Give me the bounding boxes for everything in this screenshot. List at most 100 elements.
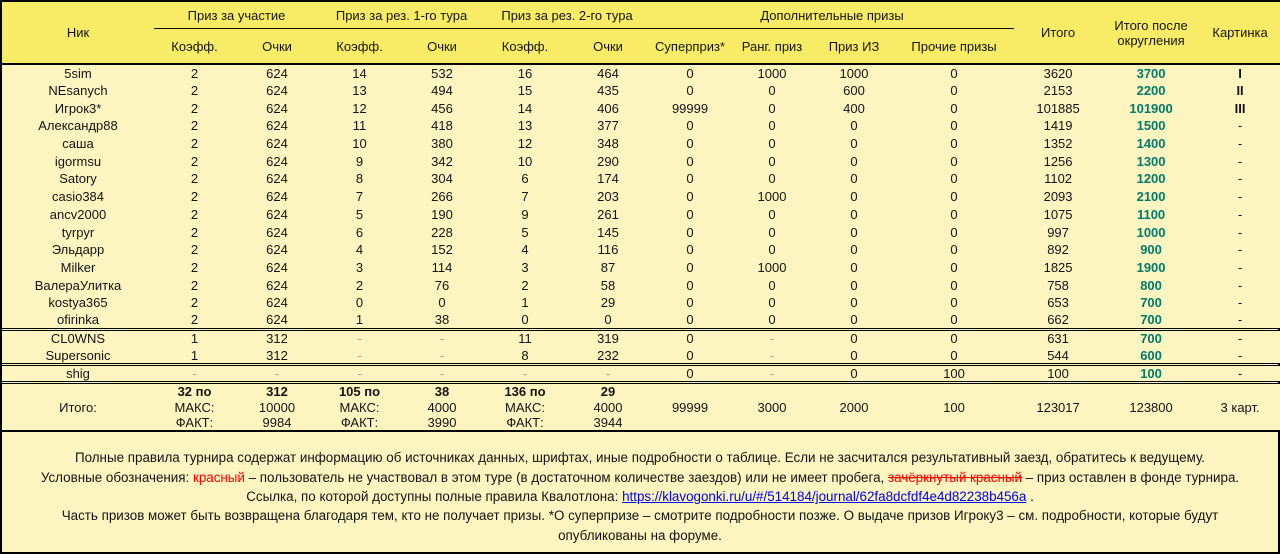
cell-rounded: 2200 [1102,81,1201,100]
cell-rounded: 1200 [1102,170,1201,188]
cell-total: 1075 [1014,205,1103,224]
cell-coef-participation: 2 [154,276,235,294]
cell-rounded: 101900 [1102,99,1201,118]
table-row: Milker 2 624 3 114 3 87 0 1000 0 0 1825 1900- [2,258,1280,277]
cell-pts-tour2: 261 [566,205,651,224]
cell-rank-prize: 0 [730,293,815,312]
cell-rank-prize: 0 [730,223,815,241]
group-header-tour2: Приз за рез. 2-го тура [484,2,651,29]
results-table-body: 5sim 2 624 14 532 16 464 0 1000 1000 0 3620 3700 I NEs… [2,64,1280,383]
cell-pts-tour1: 0 [400,293,485,312]
cell-pts-participation: 624 [235,99,320,118]
cell-other-prizes: 0 [894,223,1015,241]
cell-total: 1419 [1014,117,1103,135]
cell-total: 631 [1014,327,1103,347]
totals-rounded: 123800 [1102,381,1201,433]
player-nick: Satory [2,170,154,188]
rules-link[interactable]: https://klavogonki.ru/u/#/514184/journal… [622,489,1027,504]
cell-coef-participation: 2 [154,99,235,118]
cell-other-prizes: 0 [894,170,1015,188]
cell-total: 662 [1014,311,1103,330]
cell-superprize: 0 [650,347,731,365]
table-row: CL0WNS 1 312- -11 319 0-0 0 631 700- [2,327,1280,347]
player-nick: 5sim [2,64,154,82]
cell-rounded: 900 [1102,240,1201,259]
cell-coef-tour2: 11 [484,327,567,347]
cell-total: 2093 [1014,187,1103,206]
cell-coef-tour1: - [319,347,401,365]
totals-coef-participation: 32 по МАКС: ФАКТ: [154,381,235,433]
cell-superprize: 0 [650,363,731,383]
cell-rank-prize: 0 [730,205,815,224]
cell-superprize: 0 [650,187,731,206]
cell-rounded: 700 [1102,311,1201,330]
cell-coef-tour1: 14 [319,64,401,82]
player-nick: casio384 [2,187,154,206]
cell-pts-participation: 312 [235,347,320,365]
cell-rank-prize: - [730,347,815,365]
cell-coef-tour1: 0 [319,293,401,312]
cell-pts-tour1: 456 [400,99,485,118]
cell-picture: - [1200,293,1280,312]
cell-other-prizes: 0 [894,134,1015,153]
cell-total: 1352 [1014,134,1103,153]
cell-coef-participation: 2 [154,117,235,135]
cell-coef-tour2: 10 [484,152,567,171]
cell-pts-tour2: 116 [566,240,651,259]
cell-coef-participation: 2 [154,81,235,100]
table-row: ВалераУлитка 2 624 2 76 2 58 0 0 0 0 758 800- [2,276,1280,294]
table-row: ancv2000 2 624 5 190 9 261 0 0 0 0 1075 1100- [2,205,1280,224]
cell-rounded: 700 [1102,293,1201,312]
cell-pts-participation: 624 [235,276,320,294]
cell-coef-participation: 2 [154,170,235,188]
cell-coef-participation: 2 [154,223,235,241]
player-nick: Игрок3* [2,99,154,118]
cell-pts-tour1: 38 [400,311,485,330]
cell-iz-prize: 0 [814,205,895,224]
cell-pts-participation: 624 [235,81,320,100]
cell-picture: - [1200,205,1280,224]
cell-pts-participation: 624 [235,187,320,206]
cell-coef-participation: 2 [154,134,235,153]
cell-rounded: 100 [1102,363,1201,383]
cell-total: 1102 [1014,170,1103,188]
cell-picture: - [1200,170,1280,188]
cell-total: 758 [1014,276,1103,294]
cell-iz-prize: 0 [814,187,895,206]
cell-total: 101885 [1014,99,1103,118]
col-header-pts-tour2: Очки [566,28,651,65]
player-nick: kostya365 [2,293,154,312]
cell-rounded: 1900 [1102,258,1201,277]
table-row: ofirinka 2 624 1 38 0 0 0 0 0 0 662 700- [2,311,1280,330]
cell-pts-tour2: 29 [566,293,651,312]
cell-rounded: 2100 [1102,187,1201,206]
cell-picture: - [1200,347,1280,365]
table-row: tyrpyr 2 624 6 228 5 145 0 0 0 0 997 1000- [2,223,1280,241]
table-row: 5sim 2 624 14 532 16 464 0 1000 1000 0 3620 3700 I [2,64,1280,82]
cell-other-prizes: 0 [894,240,1015,259]
group-header-tour1: Приз за рез. 1-го тура [319,2,485,29]
table-row: casio384 2 624 7 266 7 203 0 1000 0 0 2093 2100- [2,187,1280,206]
col-header-iz-prize: Приз ИЗ [814,28,895,65]
cell-picture: - [1200,327,1280,347]
totals-row: Итого: 32 по МАКС: ФАКТ: 312 10000 9984 … [2,381,1280,433]
totals-label: Итого: [2,381,154,433]
cell-pts-participation: 624 [235,117,320,135]
note-rules: Полные правила турнира содержат информац… [74,450,1206,466]
cell-coef-tour2: 3 [484,258,567,277]
cell-coef-tour1: 6 [319,223,401,241]
cell-pts-tour2: 174 [566,170,651,188]
cell-total: 2153 [1014,81,1103,100]
cell-coef-tour2: 12 [484,134,567,153]
cell-pts-tour2: 464 [566,64,651,82]
cell-rank-prize: 0 [730,152,815,171]
cell-coef-participation: 1 [154,327,235,347]
cell-pts-tour1: 532 [400,64,485,82]
cell-iz-prize: 0 [814,170,895,188]
legend-red-sample: красный [192,469,245,485]
col-header-rounded: Итого после округления [1102,2,1201,65]
col-header-pts-participation: Очки [235,28,320,65]
table-row: NEsanych 2 624 13 494 15 435 0 0 600 0 2153 2200 II [2,81,1280,100]
cell-superprize: 0 [650,205,731,224]
cell-coef-tour1: 7 [319,187,401,206]
